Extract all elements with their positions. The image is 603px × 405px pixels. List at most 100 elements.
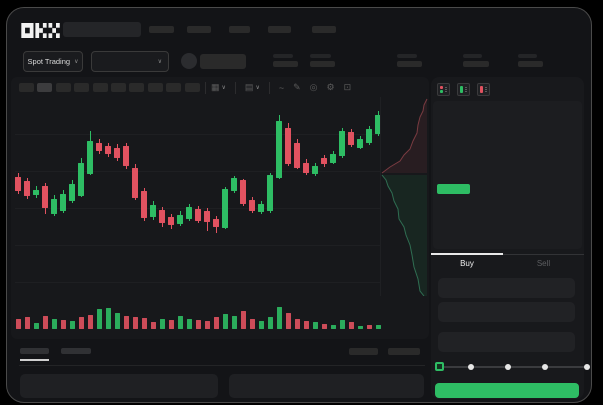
slider-stop[interactable] [505, 364, 511, 370]
volume-bar [375, 325, 381, 329]
nav-item[interactable] [229, 26, 250, 33]
timeframe-button[interactable] [74, 83, 90, 92]
slider-stop[interactable] [468, 364, 474, 370]
slider-stop[interactable] [584, 364, 590, 370]
gridline [15, 245, 381, 246]
timeframe-button[interactable] [37, 83, 53, 92]
active-tab-underline [431, 253, 503, 255]
price-scale-divider [380, 97, 381, 296]
chevron-down-icon: ∨ [255, 85, 260, 91]
timeframe-button[interactable] [55, 83, 71, 92]
volume-bar [339, 320, 345, 329]
timeframe-button[interactable] [129, 83, 145, 92]
volume-bar [96, 309, 102, 329]
volume-bar [285, 313, 291, 329]
divider [234, 81, 236, 94]
volume-bar [249, 319, 255, 329]
volume-bar [123, 316, 129, 329]
bottom-action-button[interactable] [388, 348, 420, 355]
pair-selector-dropdown[interactable]: ∨ [91, 51, 169, 72]
volume-bar [213, 317, 219, 329]
nav-item[interactable] [187, 26, 211, 33]
search-input[interactable] [63, 22, 141, 37]
tab-divider [503, 254, 584, 255]
line-tool-icon[interactable]: ~ [278, 82, 285, 93]
nav-item[interactable] [312, 26, 336, 33]
stat-value [518, 61, 543, 67]
volume-bar [159, 319, 165, 329]
amount-slider[interactable] [435, 362, 590, 371]
candlestick-chart[interactable] [15, 97, 381, 297]
pair-coin-icon [181, 53, 197, 69]
volume-bar [60, 320, 66, 329]
fullscreen-icon[interactable]: ⊡ [343, 82, 352, 92]
nav-item[interactable] [268, 26, 291, 33]
market-type-label: Spot Trading [27, 57, 71, 66]
volume-bar [348, 322, 354, 329]
nav-item[interactable] [149, 26, 174, 33]
app-window: Spot Trading ∨ ∨ ▦ ∨ ▤ ∨ ~ ✎ ◎ ⚙ ⊡ Buy [6, 7, 592, 403]
volume-bar [69, 321, 75, 329]
trade-sidebar: Buy Sell [431, 77, 590, 399]
gridline [15, 134, 381, 135]
chart-settings-icon[interactable]: ⚙ [326, 82, 335, 92]
tab-sell[interactable]: Sell [536, 259, 551, 268]
volume-bar [24, 317, 30, 329]
total-input[interactable] [438, 332, 575, 352]
bottom-panel[interactable] [20, 374, 218, 398]
timeframe-button[interactable] [184, 83, 200, 92]
draw-tool-icon[interactable]: ✎ [293, 82, 301, 92]
tab-buy[interactable]: Buy [460, 259, 474, 268]
slider-stop[interactable] [542, 364, 548, 370]
volume-bar [195, 320, 201, 329]
slider-handle[interactable] [435, 362, 444, 371]
volume-bar [105, 308, 111, 329]
gridline [15, 282, 381, 283]
stat-value [310, 61, 335, 67]
volume-bar [33, 323, 39, 329]
stat-value [273, 61, 298, 67]
timeframe-button[interactable] [147, 83, 163, 92]
orderbook-asks-icon[interactable] [477, 83, 490, 96]
bottom-tab[interactable] [61, 348, 91, 354]
bottom-tab[interactable] [20, 348, 49, 354]
volume-bar [330, 325, 336, 329]
volume-bar [114, 313, 120, 329]
divider [268, 81, 270, 94]
divider [205, 82, 206, 94]
buy-submit-button[interactable] [435, 383, 579, 398]
timeframe-button[interactable] [166, 83, 182, 92]
indicator-icon[interactable]: ▤ ∨ [244, 82, 260, 92]
volume-bar [150, 322, 156, 329]
volume-bar [222, 314, 228, 329]
orderbook [433, 101, 582, 249]
volume-bar [168, 320, 174, 329]
timeframe-button[interactable] [19, 83, 34, 92]
orderbook-bids-icon[interactable] [457, 83, 470, 96]
okx-logo [21, 23, 60, 38]
volume-bar [312, 322, 318, 329]
timeframe-button[interactable] [111, 83, 126, 92]
volume-bar [186, 319, 192, 329]
price-input[interactable] [438, 278, 575, 298]
volume-bar [294, 319, 300, 329]
stat-label [463, 54, 482, 58]
orderbook-all-icon[interactable] [437, 83, 450, 96]
screenshot-icon[interactable]: ◎ [309, 82, 318, 92]
volume-bar [204, 321, 210, 329]
depth-chart [381, 98, 428, 296]
amount-input[interactable] [438, 302, 575, 322]
stat-value [397, 61, 422, 67]
pair-name-placeholder[interactable] [200, 54, 246, 69]
timeframe-button[interactable] [92, 83, 108, 92]
bottom-panel[interactable] [229, 374, 424, 398]
volume-bar [276, 307, 282, 329]
market-type-dropdown[interactable]: Spot Trading ∨ [23, 51, 83, 72]
bottom-action-button[interactable] [349, 348, 378, 355]
stat-value [463, 61, 489, 67]
volume-bar [267, 317, 273, 329]
stat-label [397, 54, 417, 58]
volume-bar [258, 321, 264, 329]
stat-label [518, 54, 537, 58]
chart-type-icon[interactable]: ▦ ∨ [211, 82, 226, 92]
